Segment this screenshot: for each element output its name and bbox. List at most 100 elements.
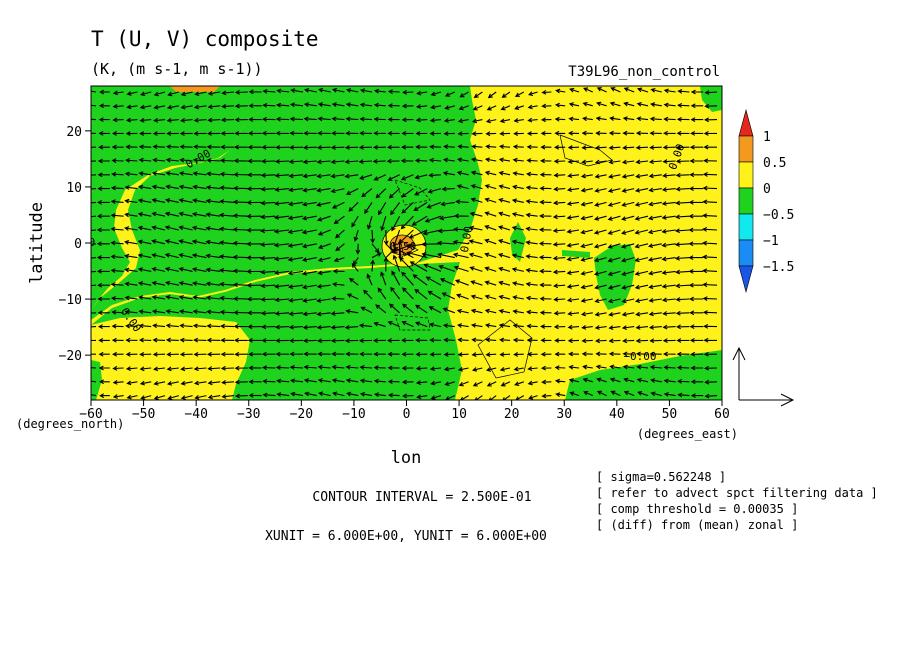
wind-arrow [274, 324, 290, 330]
wind-arrow [648, 201, 662, 207]
contour-interval-text: CONTOUR INTERVAL = 2.500E-01 [312, 490, 531, 505]
wind-arrow [138, 184, 152, 190]
wind-arrow [219, 171, 235, 177]
wind-arrow [178, 225, 193, 231]
wind-arrow [540, 324, 552, 329]
wind-arrow [246, 200, 262, 205]
wind-arrow [97, 200, 110, 205]
wind-arrow [207, 90, 221, 96]
wind-arrow [610, 87, 621, 93]
wind-arrow [112, 351, 124, 357]
wind-arrow [635, 173, 649, 179]
wind-arrow [193, 144, 207, 150]
wind-arrow [180, 91, 193, 97]
wind-arrow [366, 273, 373, 286]
wind-arrow [372, 159, 386, 164]
wind-arrow [385, 248, 396, 258]
wind-arrow [663, 378, 676, 384]
wind-arrow [539, 199, 552, 205]
wind-arrow [248, 117, 262, 122]
wind-arrow [622, 116, 635, 122]
wind-arrow [246, 282, 262, 288]
wind-arrow [539, 172, 552, 178]
wind-arrow [415, 117, 428, 123]
negative-region-left-strip [91, 360, 102, 400]
wind-arrow [247, 310, 262, 316]
wind-arrow [634, 229, 649, 235]
wind-arrow [622, 130, 635, 136]
wind-arrow [274, 159, 290, 164]
wind-arrow [539, 296, 552, 302]
wind-arrow [485, 118, 497, 124]
wind-arrow [704, 393, 718, 399]
wind-arrow [359, 351, 373, 357]
wind-arrow [472, 105, 483, 111]
wind-arrow [234, 337, 248, 343]
wind-arrow [303, 378, 317, 383]
wind-arrow [676, 351, 690, 357]
wind-arrow [401, 144, 414, 150]
reference-vector [732, 346, 795, 407]
wind-arrow [636, 364, 649, 370]
wind-arrow [512, 337, 524, 343]
wind-arrow [662, 311, 676, 316]
wind-arrow [412, 274, 428, 286]
wind-arrow [166, 366, 179, 372]
wind-arrow [457, 144, 469, 150]
wind-arrow [527, 117, 538, 123]
wind-arrow [302, 187, 317, 193]
wind-arrow [234, 351, 248, 357]
wind-arrow [621, 298, 635, 304]
wind-arrow [582, 364, 593, 370]
wind-arrow [330, 325, 345, 330]
wind-arrow [566, 215, 580, 220]
wind-arrow [96, 241, 110, 247]
wind-arrow [232, 254, 248, 260]
wind-arrow [287, 270, 304, 276]
wind-arrow [457, 366, 469, 372]
wind-arrow [191, 239, 207, 245]
wind-arrow [648, 324, 662, 330]
wind-arrow [359, 365, 373, 370]
wind-arrow [514, 91, 525, 97]
wind-arrow [344, 159, 359, 165]
wind-arrow [97, 282, 110, 288]
wind-arrow [373, 351, 386, 357]
wind-arrow [273, 228, 290, 234]
wind-arrow [413, 201, 428, 211]
wind-arrow [661, 215, 676, 220]
wind-arrow [125, 117, 138, 123]
wind-arrow [647, 243, 662, 249]
wind-arrow [429, 366, 442, 372]
wind-arrow [192, 309, 207, 315]
wind-arrow [262, 103, 276, 108]
wind-arrow [390, 286, 401, 300]
x-axis-label: lon [391, 448, 422, 468]
wind-arrow [246, 255, 262, 261]
wind-arrow [234, 393, 248, 399]
wind-arrow [331, 351, 345, 357]
wind-arrow [635, 311, 649, 317]
wind-arrow [661, 187, 676, 193]
wind-arrow [262, 88, 276, 94]
colorbar-swatch [738, 135, 754, 163]
wind-arrow [110, 226, 124, 232]
wind-arrow [567, 145, 580, 150]
wind-arrow [689, 310, 704, 316]
wind-arrow [401, 320, 414, 328]
wind-arrow [138, 295, 152, 300]
wind-arrow [191, 267, 207, 272]
wind-arrow [634, 270, 649, 276]
wind-arrow [164, 225, 179, 231]
wind-arrow [220, 131, 235, 136]
wind-arrow [358, 323, 373, 328]
wind-arrow [220, 323, 235, 329]
wind-arrow [178, 171, 193, 176]
wind-arrow [179, 157, 193, 163]
wind-arrow [358, 159, 373, 164]
wind-arrow [581, 338, 593, 344]
wind-arrow [512, 171, 524, 176]
wind-arrow [124, 198, 138, 204]
x-tick-label: −10 [342, 407, 365, 422]
wind-arrow [290, 88, 304, 93]
